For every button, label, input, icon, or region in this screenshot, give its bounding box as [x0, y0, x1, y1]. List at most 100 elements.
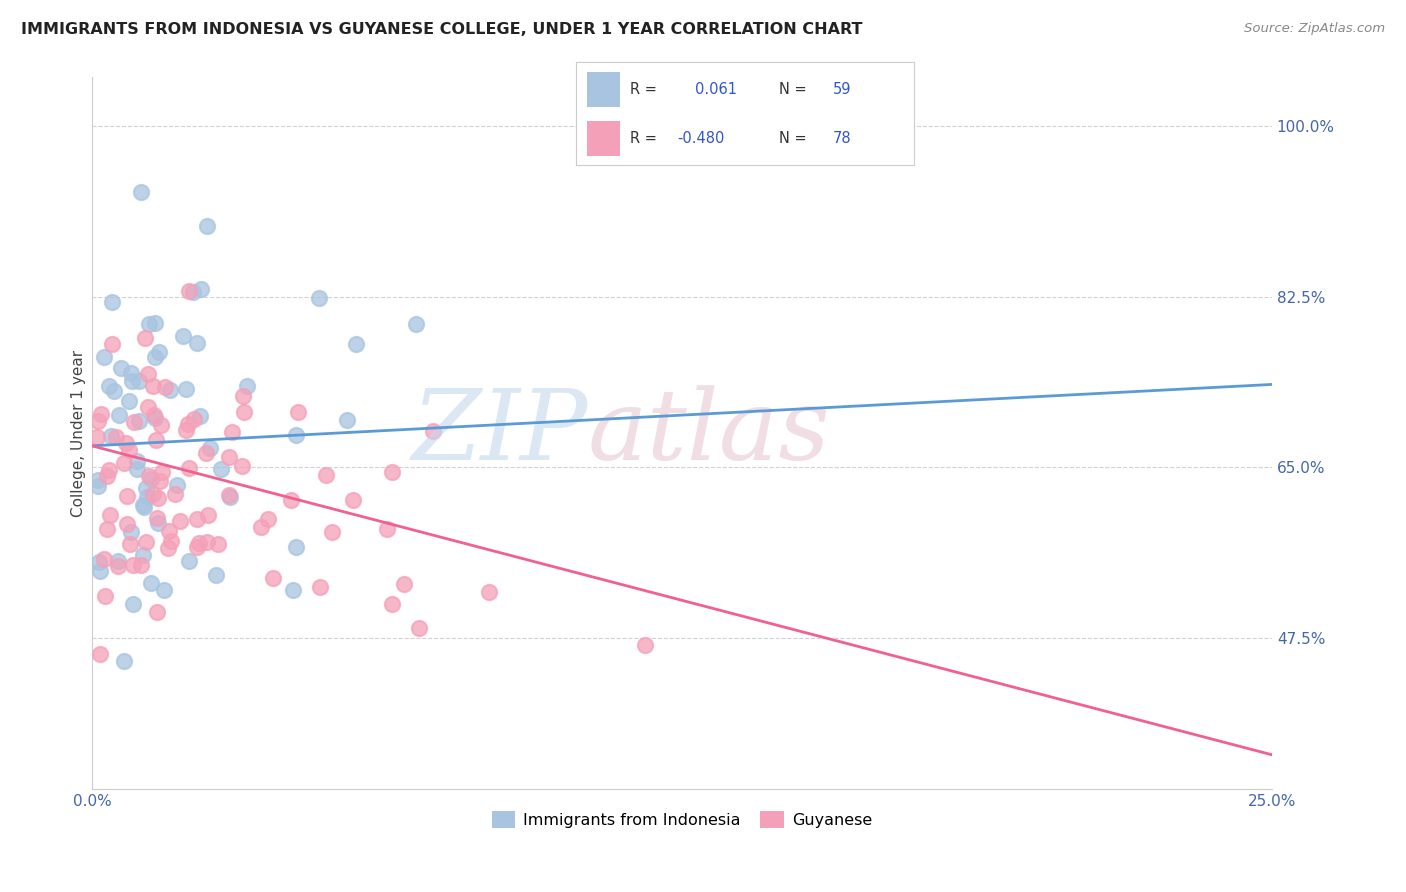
Point	[134, 500, 156, 514]
Point	[160, 533, 183, 548]
Point	[90, 407, 112, 421]
Point	[142, 379, 165, 393]
Point	[138, 400, 160, 414]
Point	[177, 417, 200, 431]
Legend: Immigrants from Indonesia, Guyanese: Immigrants from Indonesia, Guyanese	[485, 805, 879, 834]
Point	[221, 425, 243, 440]
Point	[183, 411, 205, 425]
Point	[138, 468, 160, 483]
Point	[93, 552, 115, 566]
FancyBboxPatch shape	[586, 71, 620, 106]
Point	[112, 654, 135, 668]
Point	[129, 558, 152, 573]
Point	[205, 567, 228, 582]
Point	[138, 317, 160, 331]
Point	[375, 522, 398, 536]
Text: N =: N =	[779, 131, 807, 146]
Point	[129, 185, 152, 199]
Point	[280, 492, 302, 507]
Point	[143, 350, 166, 364]
Point	[120, 524, 142, 539]
Point	[96, 522, 118, 536]
Point	[186, 511, 208, 525]
Point	[392, 577, 415, 591]
Point	[315, 467, 337, 482]
Point	[87, 479, 110, 493]
Point	[174, 423, 197, 437]
Point	[287, 405, 309, 419]
Point	[96, 469, 118, 483]
Point	[159, 383, 181, 397]
Point	[256, 512, 278, 526]
Point	[118, 442, 141, 457]
Point	[128, 374, 150, 388]
Point	[98, 463, 121, 477]
Point	[342, 493, 364, 508]
Point	[143, 408, 166, 422]
Point	[136, 490, 159, 504]
Point	[405, 317, 427, 331]
Point	[195, 219, 218, 233]
Point	[477, 585, 499, 599]
Point	[634, 638, 657, 652]
Point	[145, 433, 167, 447]
Point	[195, 534, 218, 549]
Point	[132, 548, 155, 562]
Point	[321, 525, 343, 540]
Point	[149, 474, 172, 488]
Point	[122, 558, 145, 573]
Point	[232, 405, 254, 419]
Point	[143, 410, 166, 425]
Point	[218, 488, 240, 502]
Point	[262, 571, 284, 585]
Point	[142, 487, 165, 501]
Point	[143, 316, 166, 330]
Point	[197, 508, 219, 522]
Point	[149, 418, 172, 433]
Point	[105, 430, 128, 444]
Point	[101, 337, 124, 351]
Point	[308, 291, 330, 305]
Point	[100, 428, 122, 442]
Point	[93, 350, 115, 364]
Point	[139, 575, 162, 590]
Point	[134, 331, 156, 345]
Point	[127, 462, 149, 476]
Point	[284, 540, 307, 554]
Point	[89, 564, 111, 578]
Point	[188, 409, 211, 424]
Point	[107, 554, 129, 568]
Text: 0.061: 0.061	[695, 81, 737, 96]
Point	[187, 535, 209, 549]
Point	[121, 597, 143, 611]
Point	[190, 282, 212, 296]
Point	[408, 621, 430, 635]
Point	[308, 580, 330, 594]
Point	[135, 535, 157, 549]
Point	[127, 453, 149, 467]
Point	[381, 597, 404, 611]
Point	[381, 465, 404, 479]
Point	[103, 384, 125, 399]
Point	[155, 380, 177, 394]
Point	[285, 428, 308, 442]
Point	[198, 442, 221, 456]
Point	[172, 328, 194, 343]
Point	[218, 450, 240, 464]
Text: 78: 78	[832, 131, 852, 146]
Point	[120, 537, 142, 551]
Point	[87, 474, 110, 488]
Point	[145, 605, 167, 619]
Text: atlas: atlas	[588, 385, 831, 481]
Point	[136, 367, 159, 381]
Point	[169, 514, 191, 528]
Point	[219, 490, 242, 504]
Point	[231, 458, 253, 473]
Point	[120, 367, 142, 381]
FancyBboxPatch shape	[586, 121, 620, 156]
Point	[186, 540, 208, 554]
Point	[97, 379, 120, 393]
Point	[174, 382, 197, 396]
Point	[115, 516, 138, 531]
Point	[165, 486, 187, 500]
